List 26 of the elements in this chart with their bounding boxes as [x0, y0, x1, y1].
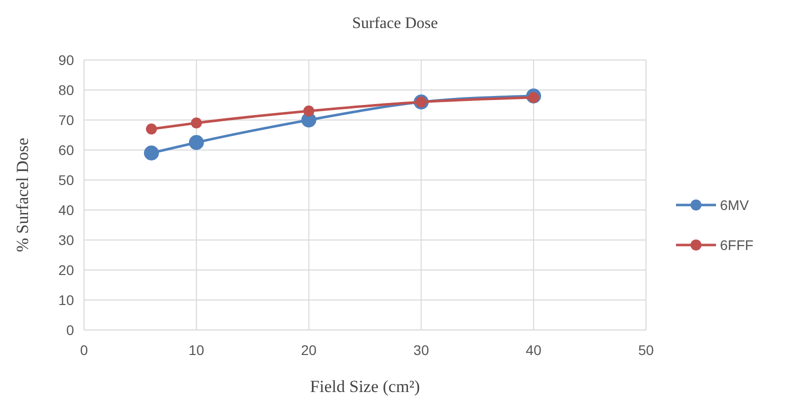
x-tick-label: 40: [526, 342, 542, 358]
y-tick-label: 90: [58, 52, 74, 68]
legend-label: 6MV: [720, 196, 750, 213]
x-tick-label: 0: [80, 342, 88, 358]
y-axis-title: % Surfacel Dose: [13, 138, 32, 252]
point: [303, 106, 314, 116]
y-tick-label: 30: [58, 232, 74, 248]
x-tick-label: 30: [413, 342, 430, 358]
x-tick-label: 50: [638, 342, 654, 358]
x-axis-title: Field Size (cm²): [310, 377, 420, 396]
y-tick-label: 20: [58, 262, 74, 278]
point: [190, 118, 202, 128]
y-tick-label: 60: [58, 142, 74, 158]
y-tick-label: 70: [58, 112, 74, 128]
point: [188, 135, 204, 150]
y-tick-label: 0: [66, 322, 74, 338]
point: [144, 146, 159, 160]
x-tick-label: 10: [188, 342, 204, 358]
y-tick-label: 10: [58, 292, 74, 308]
y-tick-label: 40: [58, 202, 74, 218]
y-tick-label: 50: [58, 172, 74, 188]
point: [146, 124, 157, 134]
chart-title: Surface Dose: [352, 15, 438, 32]
y-tick-label: 80: [58, 82, 74, 98]
legend-label: 6FFF: [720, 236, 754, 253]
x-tick-label: 20: [301, 342, 317, 358]
